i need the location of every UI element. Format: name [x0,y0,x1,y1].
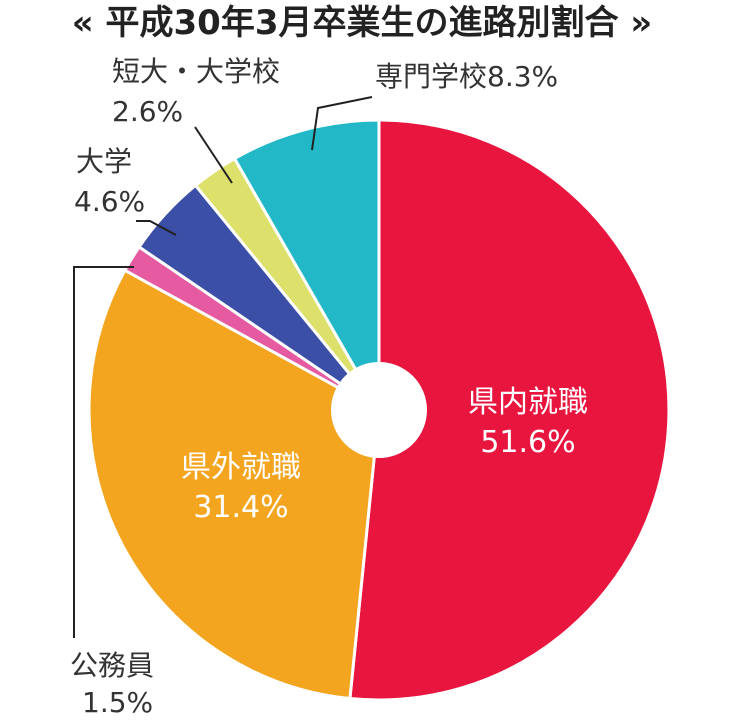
donut-hole [331,362,427,458]
slice-name-kengai: 県外就職 [181,450,301,485]
slice-label-kennai: 県内就職 51.6% [468,385,588,460]
slice-name-kennai: 県内就職 [468,385,588,420]
slice-value-senmon: 8.3% [487,60,558,93]
slice-value-tandai: 2.6% [112,95,183,128]
pie-slice-1 [87,268,381,701]
slice-label-kengai: 県外就職 31.4% [181,450,301,525]
leader-line-koumuin [73,266,134,638]
slice-label-daigaku: 大学 4.6% [74,145,177,236]
chart-title: « 平成30年3月卒業生の進路別割合 » [72,3,653,43]
pie-slice-5 [232,118,381,416]
slice-name-tandai: 短大・大学校 [112,55,280,88]
slice-label-tandai: 短大・大学校 2.6% [112,55,280,184]
slice-value-kengai: 31.4% [193,490,288,525]
slice-value-koumuin: 1.5% [82,686,153,719]
leader-line-tandai [194,126,233,184]
slice-name-senmon: 専門学校 [375,60,487,93]
slice-name-koumuin: 公務員 [70,649,154,682]
pie-slices [87,118,671,702]
slice-value-daigaku: 4.6% [74,185,145,218]
slice-name-daigaku: 大学 [76,145,132,178]
leader-line-daigaku [136,220,177,236]
slice-label-koumuin: 公務員 1.5% [70,266,154,719]
leader-line-senmon [311,96,373,151]
pie-slice-0 [348,118,671,702]
slice-label-senmon: 専門学校 8.3% [311,60,558,151]
slice-value-kennai: 51.6% [480,425,575,460]
